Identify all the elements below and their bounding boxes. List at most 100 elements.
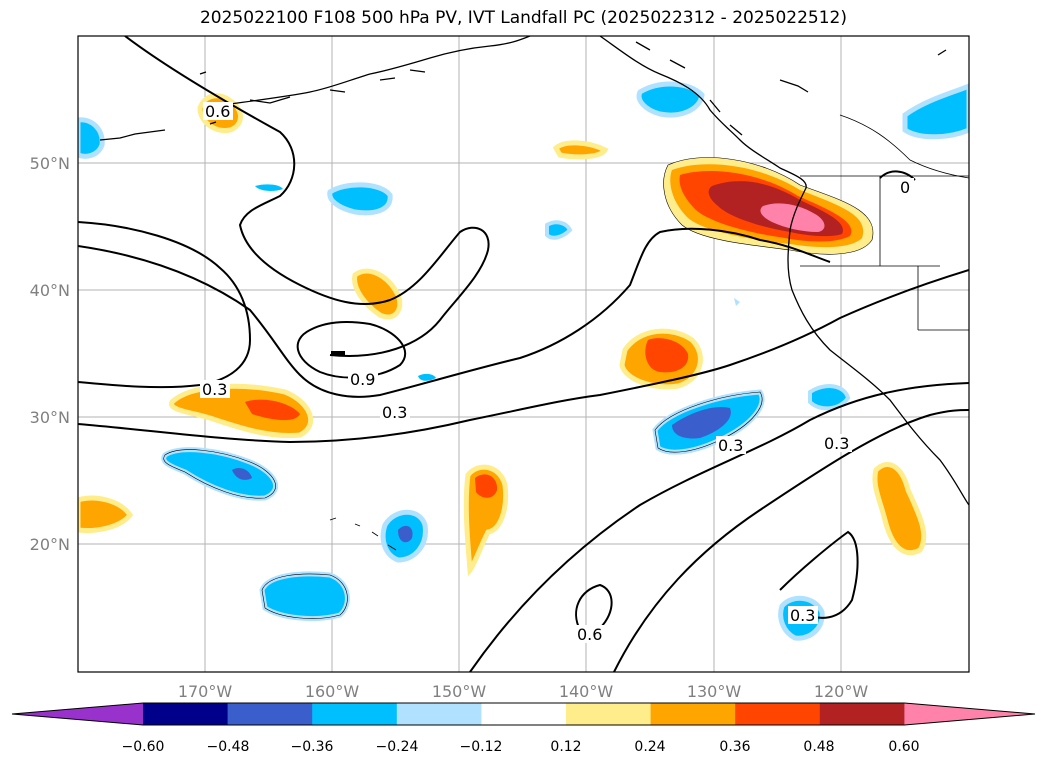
- shade-neg-4: [327, 182, 393, 216]
- shade-neg-6: [545, 220, 573, 240]
- pv-contour-0.3-west: [78, 221, 252, 389]
- colorbar-bin: [227, 703, 313, 725]
- longitude-labels: 170°W 160°W 150°W 140°W 130°W 120°W: [178, 682, 869, 701]
- pv-contour-0.9: [78, 227, 831, 398]
- shade-neg-1: [78, 117, 105, 159]
- borders: [329, 114, 969, 551]
- outline-neg-13: [261, 573, 348, 619]
- lon-label: 160°W: [305, 682, 360, 701]
- colorbar-tick-label: −0.36: [291, 739, 334, 755]
- lat-label: 40°N: [30, 281, 70, 300]
- coast-aleutian-alaska: [229, 36, 531, 105]
- contour-label: 0.3: [382, 403, 407, 422]
- colorbar-tick-label: 0.48: [803, 739, 834, 755]
- pv-contour-inner: [296, 321, 407, 379]
- lat-label: 30°N: [30, 408, 70, 427]
- lon-label: 120°W: [814, 682, 869, 701]
- outline-neg-9: [654, 391, 763, 453]
- shade-pos-7: [463, 464, 509, 577]
- colorbar-extend-min: [12, 703, 143, 725]
- shade-neg-11-core: [232, 467, 252, 480]
- colorbar-bin: [396, 703, 482, 725]
- shade-neg-2: [636, 81, 705, 118]
- contour-label: 0.6: [577, 625, 602, 644]
- lat-label: 50°N: [30, 154, 70, 173]
- map-frame: [77, 35, 970, 673]
- colorbar-tick-label: 0.12: [550, 739, 581, 755]
- coast-hawaii: [329, 517, 397, 551]
- shade-outlines: [163, 157, 874, 619]
- lon-label: 170°W: [178, 682, 233, 701]
- pv-contour-0.3-central: [78, 269, 969, 444]
- coastlines: [99, 36, 969, 506]
- pv-contour-0.3-southeast: [613, 409, 969, 672]
- map-panel: 0.6 0.3 0.9 0.3 0.3 0.3 0.6 0.3 0: [77, 35, 970, 673]
- contour-label: 0.3: [718, 436, 743, 455]
- lat-label: 20°N: [30, 535, 70, 554]
- coast-north-america: [599, 36, 969, 506]
- shade-pnw-pink: [760, 203, 825, 232]
- coast-inland-1: [779, 79, 809, 93]
- contour-label: 0.3: [824, 434, 849, 453]
- lon-label: 150°W: [432, 682, 487, 701]
- coast-inland-2: [937, 49, 947, 56]
- shade-neg-3: [902, 83, 969, 140]
- colorbar-extend-max: [904, 703, 1035, 725]
- latitude-labels: 50°N 40°N 30°N 20°N: [30, 154, 70, 554]
- shade-neg-5: [255, 184, 283, 191]
- colorbar: [11, 702, 1036, 726]
- shade-neg-12-core: [398, 525, 413, 543]
- colorbar-bin: [735, 703, 821, 725]
- shade-neg-7: [734, 298, 740, 306]
- shade-pos-2: [552, 140, 609, 160]
- contour-label: 0.9: [350, 370, 375, 389]
- colorbar-bin: [566, 703, 652, 725]
- colorbar-tick-label: 0.60: [888, 739, 919, 755]
- contour-label: 0.6: [205, 102, 230, 121]
- coast-west-islands: [99, 71, 217, 141]
- colorbar-tick-label: −0.60: [122, 739, 165, 755]
- pv-contour-0: [879, 170, 916, 181]
- shade-neg-13: [259, 571, 350, 622]
- colorbar-tick-label: −0.24: [376, 739, 419, 755]
- shade-neg-8: [418, 373, 436, 381]
- ivt-pc-shading: [78, 81, 969, 641]
- pv-contours: [78, 36, 969, 672]
- shade-pos-8: [872, 462, 927, 556]
- shade-pos-3: [352, 268, 403, 320]
- shade-pos-7-core: [475, 474, 498, 498]
- colorbar-bin: [481, 703, 567, 725]
- pv-contour-0.6-north: [124, 36, 490, 357]
- shade-neg-10: [808, 384, 851, 411]
- shade-neg-9-core: [672, 406, 731, 439]
- pv-contour-0.3-ring: [779, 530, 859, 619]
- map-title: 2025022100 F108 500 hPa PV, IVT Landfall…: [199, 8, 847, 28]
- colorbar-bin: [650, 703, 736, 725]
- shade-pos-4-core: [645, 338, 689, 373]
- colorbar-bin: [312, 703, 398, 725]
- contour-label: 0.3: [790, 606, 815, 625]
- colorbar-tick-labels: −0.60 −0.48 −0.36 −0.24 −0.12 0.12 0.24 …: [122, 739, 920, 755]
- outline-neg-11: [163, 449, 276, 499]
- shade-pos-5-core: [245, 399, 300, 421]
- shade-pos-6: [78, 495, 134, 533]
- contour-label: 0: [900, 178, 910, 197]
- shade-pos-5: [169, 383, 314, 439]
- colorbar-tick-label: 0.36: [719, 739, 750, 755]
- colorbar-tick-label: −0.12: [460, 739, 503, 755]
- colorbar-outline: [11, 702, 1036, 726]
- coast-bc-islands: [635, 41, 743, 136]
- contour-label: 0.3: [202, 380, 227, 399]
- colorbar-tick-label: −0.48: [207, 739, 250, 755]
- pv-contour-0.3-south: [469, 382, 969, 672]
- coast-aleutian-islands: [249, 69, 426, 104]
- outline-pnw: [663, 157, 874, 255]
- lon-label: 140°W: [559, 682, 614, 701]
- contour-labels: 0.6 0.3 0.9 0.3 0.3 0.3 0.6 0.3 0: [200, 102, 914, 644]
- lon-label: 130°W: [687, 682, 742, 701]
- border-ak-bc: [839, 114, 969, 179]
- border-states: [800, 176, 969, 331]
- colorbar-tick-label: 0.24: [634, 739, 665, 755]
- map-background: [78, 36, 969, 672]
